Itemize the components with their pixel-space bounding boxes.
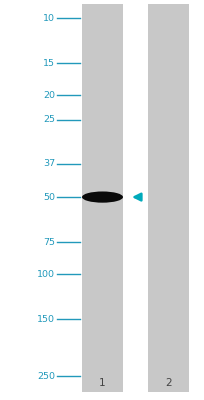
Text: 2: 2: [164, 378, 171, 388]
Text: 150: 150: [37, 315, 55, 324]
Text: 10: 10: [43, 14, 55, 22]
Text: 250: 250: [37, 372, 55, 380]
Bar: [82, 4, 122, 392]
Text: 1: 1: [99, 378, 105, 388]
Text: 25: 25: [43, 116, 55, 124]
Text: 50: 50: [43, 192, 55, 202]
Text: 37: 37: [43, 159, 55, 168]
Text: 75: 75: [43, 238, 55, 247]
Text: 100: 100: [37, 270, 55, 279]
Text: 15: 15: [43, 59, 55, 68]
Text: 20: 20: [43, 91, 55, 100]
Ellipse shape: [82, 192, 122, 203]
Bar: [147, 4, 188, 392]
